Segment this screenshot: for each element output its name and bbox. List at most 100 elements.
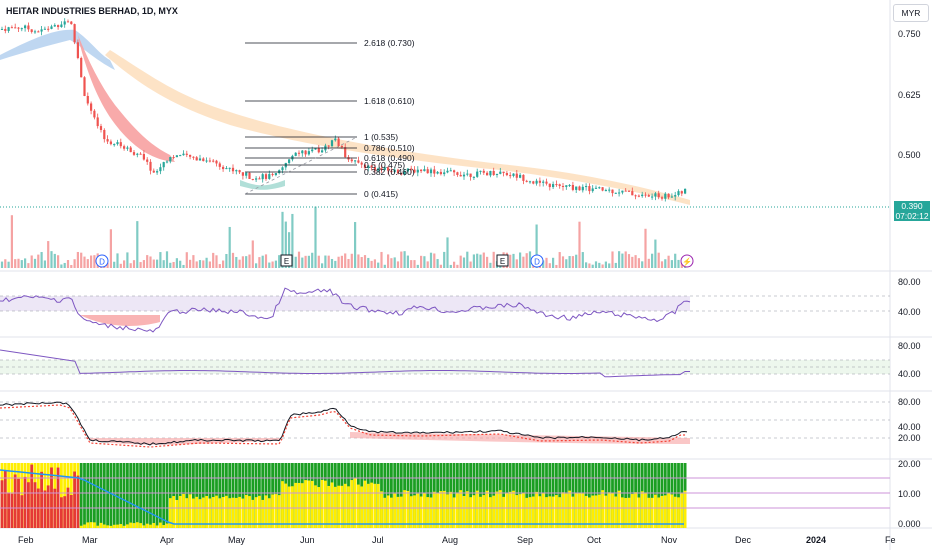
candle-body (499, 171, 502, 174)
hist-bar (185, 463, 189, 528)
indicator-pane-histogram[interactable] (0, 463, 890, 528)
dividend-marker-1[interactable]: D (95, 254, 109, 268)
hist-bar-yellow (218, 498, 222, 528)
candle-body (631, 191, 634, 196)
indicator-pane-2[interactable] (0, 349, 890, 378)
hist-bar (452, 463, 456, 528)
volume-bar (304, 255, 307, 268)
candle-body (189, 154, 192, 157)
volume-bar (53, 253, 56, 268)
hist-bar-yellow (436, 493, 439, 528)
candle-body (327, 145, 330, 147)
candle-body (264, 174, 268, 179)
volume-bar (350, 253, 353, 268)
hist-bar (198, 463, 202, 528)
hist-bar (106, 463, 109, 528)
candle-body (0, 28, 4, 30)
hist-bar-yellow (518, 494, 522, 528)
hist-bar-yellow (677, 497, 680, 528)
hist-bar-yellow (215, 495, 218, 528)
candle-body (568, 184, 571, 186)
hist-bar-yellow (472, 495, 476, 528)
hist-bar (86, 463, 90, 528)
volume-bar (0, 261, 4, 268)
hist-bar-yellow (241, 498, 245, 528)
hist-bar-yellow (449, 491, 453, 528)
candle-body (654, 193, 657, 197)
hist-bar-yellow (314, 485, 317, 528)
volume-bar (10, 215, 13, 268)
hist-bar-yellow (225, 495, 228, 528)
volume-bar (344, 253, 347, 268)
candle-body (245, 172, 248, 176)
candle-body (198, 158, 202, 161)
time-axis-label: Jul (372, 535, 384, 545)
candle-body (344, 147, 347, 158)
fibonacci-retracement[interactable]: 2.618 (0.730) 1.618 (0.610) 1 (0.535)0.786… (244, 38, 415, 199)
candle-body (132, 152, 136, 155)
hist-bar-yellow (211, 497, 215, 528)
candle-body (429, 169, 433, 174)
currency-selector[interactable]: MYR (893, 4, 929, 22)
candle-body (208, 160, 211, 162)
fib-level-label: 1.618 (0.610) (364, 96, 415, 106)
volume-bar (63, 262, 66, 268)
volume-bar (235, 256, 238, 268)
hist-bar-red (20, 495, 24, 528)
hist-bar-yellow (360, 486, 364, 528)
time-axis[interactable]: Feb Mar Apr May Jun Jul Aug Sep Oct Nov Dec 2024 Fe (18, 535, 896, 545)
pane1-tick-40: 40.00 (898, 307, 921, 317)
volume-bar (466, 251, 469, 268)
volume-bar (446, 237, 449, 268)
earnings-marker-1[interactable]: E (280, 254, 293, 267)
hist-bar-yellow (142, 525, 146, 528)
candle-body (4, 28, 7, 31)
candle-body (251, 178, 254, 180)
hist-bar (399, 463, 403, 528)
hist-bar-yellow (304, 480, 307, 528)
indicator-pane-rsi[interactable] (0, 287, 890, 333)
candle-body (403, 171, 406, 175)
dividend-marker-2[interactable]: D (530, 254, 544, 268)
hist-bar-yellow (159, 522, 162, 528)
hist-bar-yellow (403, 490, 406, 528)
volume-bar (367, 257, 370, 268)
candle-body (334, 138, 337, 141)
candle-body (657, 193, 660, 198)
hist-bar (126, 463, 129, 528)
event-markers[interactable]: D E E D ⚡ (95, 254, 694, 268)
hist-bar (677, 463, 680, 528)
candle-body (7, 27, 10, 31)
candle-body (60, 24, 63, 28)
ribbon-orange (105, 50, 690, 205)
hist-bar-red (10, 493, 14, 528)
candle-body (604, 190, 607, 192)
candle-body (63, 21, 66, 25)
volume-bar (433, 253, 436, 268)
hist-bar-yellow (172, 496, 175, 528)
hist-bar (215, 463, 218, 528)
hist-bar (660, 463, 664, 528)
hist-bar (238, 463, 241, 528)
hist-bar (83, 463, 86, 528)
indicator-pane-stoch[interactable] (0, 401, 890, 448)
volume-bar (393, 257, 396, 268)
hist-bar (409, 463, 413, 528)
fib-level-label: 0.5 (0.475) (364, 160, 405, 170)
volume-bar (370, 260, 373, 268)
hist-bar-yellow (429, 497, 433, 528)
hist-bar-yellow (116, 524, 119, 528)
flash-icon[interactable]: ⚡ (680, 254, 694, 268)
time-axis-label: Sep (517, 535, 533, 545)
volume-bar (70, 264, 73, 268)
hist-bar (624, 463, 628, 528)
volume-bar (281, 211, 284, 268)
volume-bar (231, 252, 235, 268)
earnings-marker-2[interactable]: E (496, 254, 509, 267)
hist-bar-yellow (630, 494, 634, 528)
candle-body (512, 173, 515, 176)
price-axis[interactable]: 0.750 0.625 0.500 (898, 29, 921, 160)
candle-body (129, 147, 132, 153)
